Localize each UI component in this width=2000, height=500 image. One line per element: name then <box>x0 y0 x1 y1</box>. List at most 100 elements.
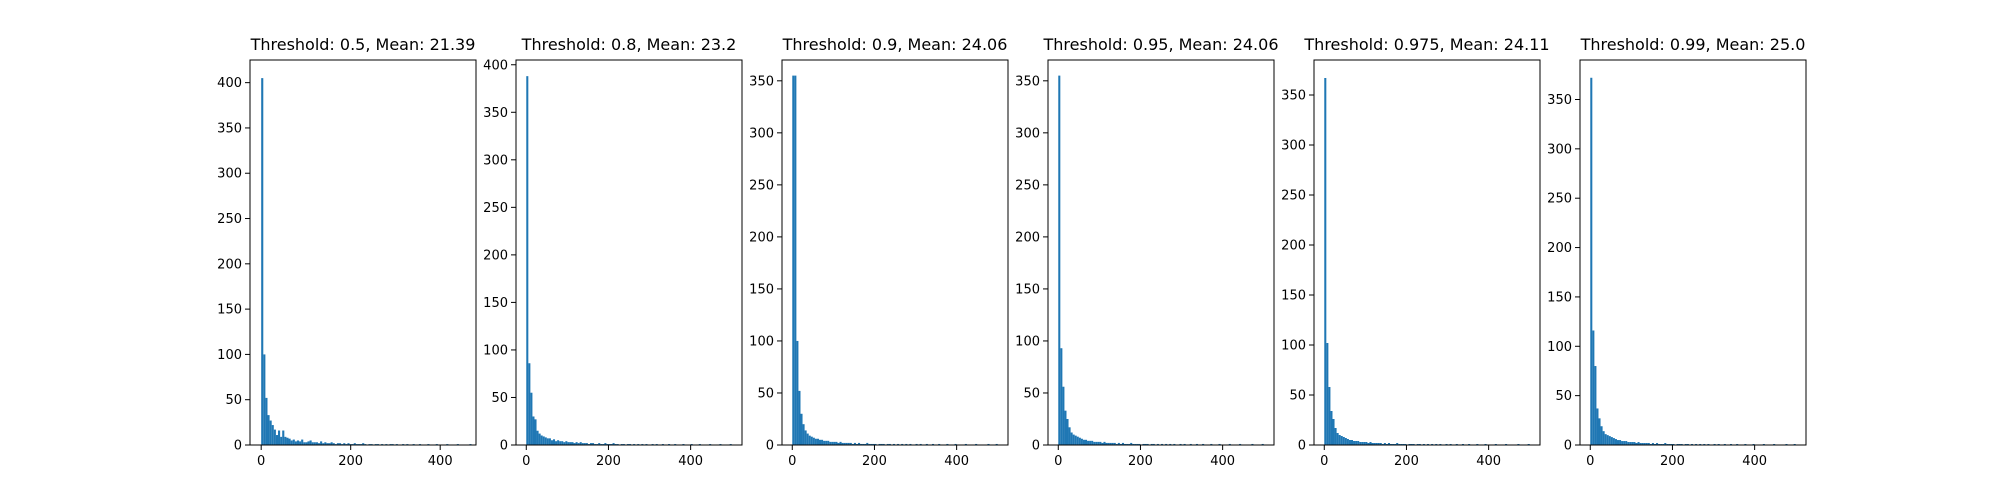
histogram-bar <box>1078 437 1081 445</box>
histogram-bar <box>1369 442 1372 445</box>
histogram-bar <box>330 442 333 445</box>
x-tick-label: 200 <box>338 454 363 469</box>
y-tick-label: 150 <box>1281 289 1306 304</box>
histogram-bar <box>806 433 809 445</box>
histogram-bar <box>534 419 537 445</box>
histogram-bar <box>1396 443 1399 445</box>
histogram-bar <box>1068 427 1071 445</box>
histogram-bar <box>1128 443 1131 445</box>
histogram-bar <box>1604 434 1607 445</box>
histogram-bar <box>299 441 302 445</box>
histogram-bar <box>1324 78 1327 445</box>
histogram-bar <box>267 415 270 445</box>
histogram-bar <box>1111 442 1114 445</box>
histogram-bar <box>1089 440 1092 445</box>
histogram-bar <box>868 443 871 445</box>
histogram-bar <box>1130 442 1133 445</box>
histogram-bar <box>317 443 321 445</box>
histogram-bar <box>326 443 329 445</box>
panel-title: Threshold: 0.99, Mean: 25.0 <box>1580 35 1806 54</box>
histogram-bar <box>841 442 844 445</box>
histogram-bar <box>1124 443 1127 445</box>
histogram-bar <box>794 75 797 446</box>
histogram-bar <box>905 443 908 445</box>
histogram-bar <box>1060 348 1063 445</box>
histogram-bar <box>278 430 281 445</box>
histogram-bar <box>1107 442 1110 445</box>
histogram-bar <box>532 416 535 445</box>
axes-frame <box>1313 59 1541 446</box>
histogram-bar <box>1082 439 1085 445</box>
histogram-bar <box>1383 443 1386 445</box>
histogram-bar <box>1355 441 1358 445</box>
histogram-bar <box>1625 441 1628 445</box>
y-tick-label: 0 <box>1032 439 1040 454</box>
histogram-bar <box>589 443 593 445</box>
histogram-bar <box>964 443 967 445</box>
y-tick-label: 100 <box>217 348 242 363</box>
histogram-bar <box>909 443 912 445</box>
histogram-bar <box>1132 443 1135 445</box>
histogram-bar <box>1062 386 1065 445</box>
histogram-bar <box>1348 440 1351 445</box>
y-tick-label: 250 <box>217 212 242 227</box>
histogram-bar <box>843 442 846 445</box>
histogram-bar <box>1228 443 1231 445</box>
y-tick-label: 50 <box>757 386 774 401</box>
y-tick-label: 250 <box>749 178 774 193</box>
histogram-bar <box>800 413 803 445</box>
histogram-bar <box>1261 443 1264 445</box>
histogram-bar <box>1614 439 1617 445</box>
y-tick-label: 250 <box>483 201 508 216</box>
histogram-bar <box>1113 442 1116 445</box>
histogram-bar <box>530 392 533 445</box>
histogram-bar <box>1328 387 1331 445</box>
x-tick-label: 400 <box>1210 454 1235 469</box>
histogram-bar <box>1596 408 1599 445</box>
histogram-bar <box>1109 442 1112 445</box>
histogram-bar <box>1606 435 1609 445</box>
histogram-bar <box>288 438 291 445</box>
histogram-bar <box>1602 431 1605 445</box>
histogram-bar <box>892 443 895 445</box>
histogram-bar <box>987 443 990 445</box>
histogram-bar <box>1195 443 1198 445</box>
histogram-bar <box>1639 443 1642 445</box>
y-tick-label: 0 <box>766 439 774 454</box>
histogram-bar <box>829 441 832 445</box>
histogram-bar <box>866 442 869 445</box>
histogram-bar <box>347 443 350 445</box>
y-tick-label: 250 <box>1281 189 1306 204</box>
axes-frame <box>781 59 1009 446</box>
histogram-bar <box>1346 439 1349 445</box>
histogram-panel-3: Threshold: 0.9, Mean: 24.06 0 200 400 0 50 100… <box>749 35 1009 469</box>
x-tick-label: 400 <box>1476 454 1501 469</box>
histogram-bar <box>810 436 813 445</box>
y-tick-label: 150 <box>749 282 774 297</box>
histogram-bar <box>1144 443 1147 445</box>
histogram-bar <box>309 440 312 445</box>
y-tick-label: 150 <box>1015 282 1040 297</box>
histogram-bar <box>882 443 885 445</box>
histogram-bar <box>1138 443 1141 445</box>
histogram-bar <box>1087 440 1090 445</box>
histogram-bar <box>931 443 935 445</box>
histogram-bar <box>282 430 285 445</box>
y-tick-label: 350 <box>749 74 774 89</box>
histogram-bar <box>862 443 865 445</box>
y-tick-label: 300 <box>1015 126 1040 141</box>
histogram-bar <box>821 439 824 445</box>
histogram-bar <box>1080 438 1083 445</box>
histogram-bar <box>303 442 306 445</box>
histogram-bar <box>1387 443 1391 445</box>
axes-frame <box>1579 59 1807 446</box>
histogram-bar <box>563 442 566 445</box>
histogram-bar <box>544 437 547 445</box>
histogram-bar <box>1072 434 1075 445</box>
histogram-bar <box>353 443 356 445</box>
histogram-bar <box>284 436 287 445</box>
y-tick-label: 100 <box>1547 340 1572 355</box>
x-tick-label: 200 <box>862 454 887 469</box>
x-tick-label: 0 <box>1586 454 1594 469</box>
